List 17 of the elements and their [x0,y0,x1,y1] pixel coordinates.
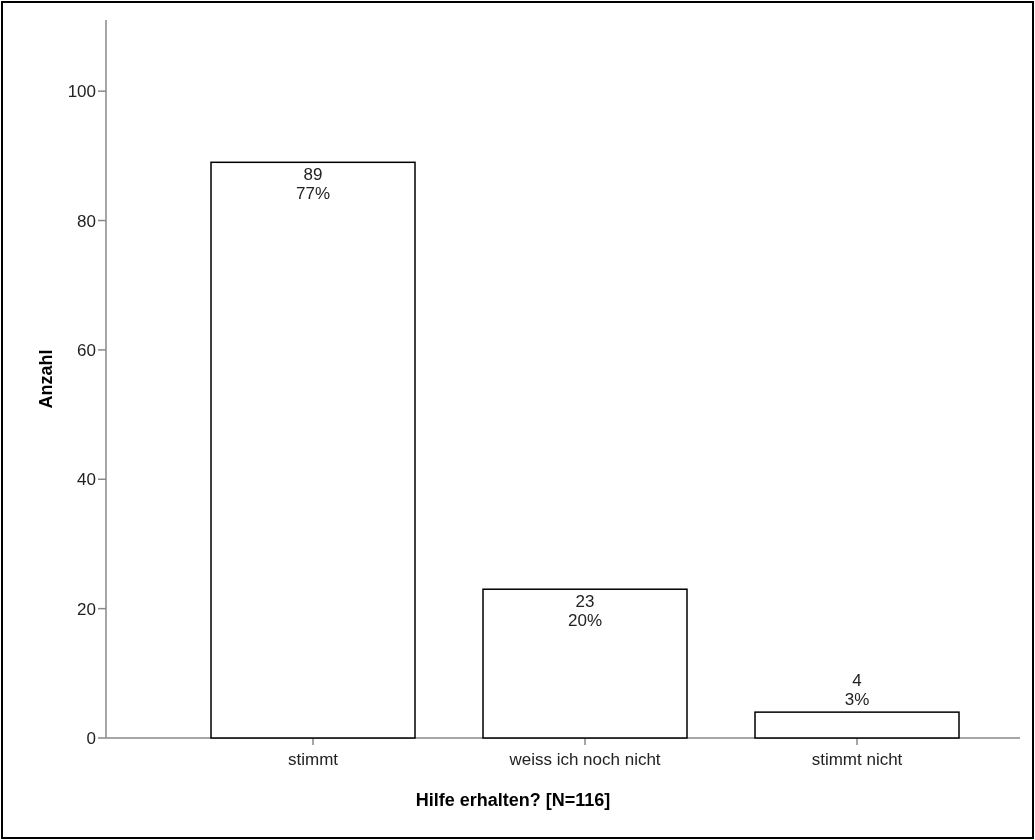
y-tick-label: 100 [67,82,96,102]
x-tick-label: stimmt nicht [811,750,903,769]
y-tick-label: 0 [86,729,96,748]
y-tick-label: 80 [77,211,96,231]
bar [482,588,688,739]
y-tick-label: 60 [77,340,96,360]
x-tick-label: stimmt [287,750,339,769]
data-label: 4 3% [844,671,870,710]
y-tick-label: 40 [77,470,96,490]
data-label: 23 20% [567,592,603,631]
bar [210,161,416,739]
bar [754,711,960,739]
y-axis-title: Anzahl [36,349,56,409]
data-label: 89 77% [295,165,331,204]
x-axis-title: Hilfe erhalten? [N=116] [415,790,611,810]
x-tick-label: weiss ich noch nicht [508,750,661,769]
y-tick-label: 20 [77,599,96,619]
